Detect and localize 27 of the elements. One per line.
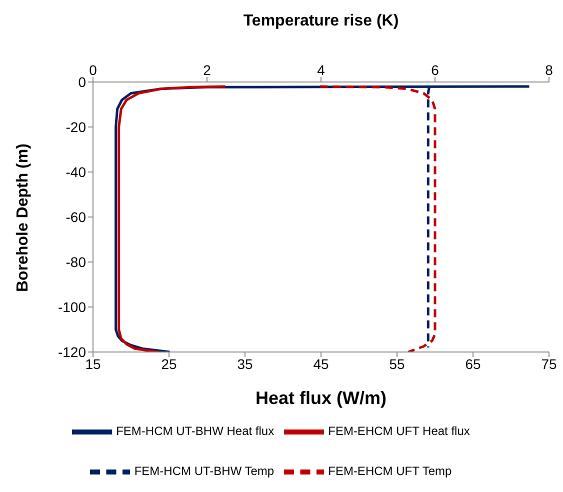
y-tick-label: -120 [58, 344, 86, 360]
y-tick-label: -60 [66, 208, 86, 225]
x2-axis-title: Temperature rise (K) [243, 12, 399, 30]
x2-tick-label: 8 [545, 62, 554, 78]
legend-label: FEM-HCM UT-BHW Heat flux [116, 424, 274, 438]
y-axis-title: Borehole Depth (m) [14, 144, 32, 292]
y-tick-label: 0 [78, 74, 86, 90]
x2-tick-label: 4 [317, 62, 326, 78]
x-axis-title: Heat flux (W/m) [255, 388, 387, 408]
x-tick-label: 35 [237, 356, 253, 372]
x-tick-label: 55 [389, 356, 405, 372]
y-tick-label: -40 [66, 164, 86, 180]
legend-label: FEM-EHCM UFT Heat flux [328, 424, 470, 438]
legend-label: FEM-EHCM UFT Temp [328, 464, 452, 478]
x-tick-label: 25 [161, 356, 177, 372]
y-tick-label: -100 [58, 298, 86, 315]
x-tick-label: 65 [465, 356, 481, 372]
x-tick-label: 45 [313, 356, 329, 372]
x-tick-label: 15 [85, 356, 101, 372]
x-tick-label: 75 [541, 356, 557, 372]
legend-label: FEM-HCM UT-BHW Temp [134, 464, 274, 478]
x2-tick-label: 0 [89, 62, 98, 78]
line-series [118, 85, 226, 352]
y-tick-label: -80 [66, 254, 86, 270]
x2-tick-label: 6 [431, 62, 440, 78]
x2-tick-label: 2 [203, 62, 212, 78]
y-tick-label: -20 [66, 118, 86, 135]
